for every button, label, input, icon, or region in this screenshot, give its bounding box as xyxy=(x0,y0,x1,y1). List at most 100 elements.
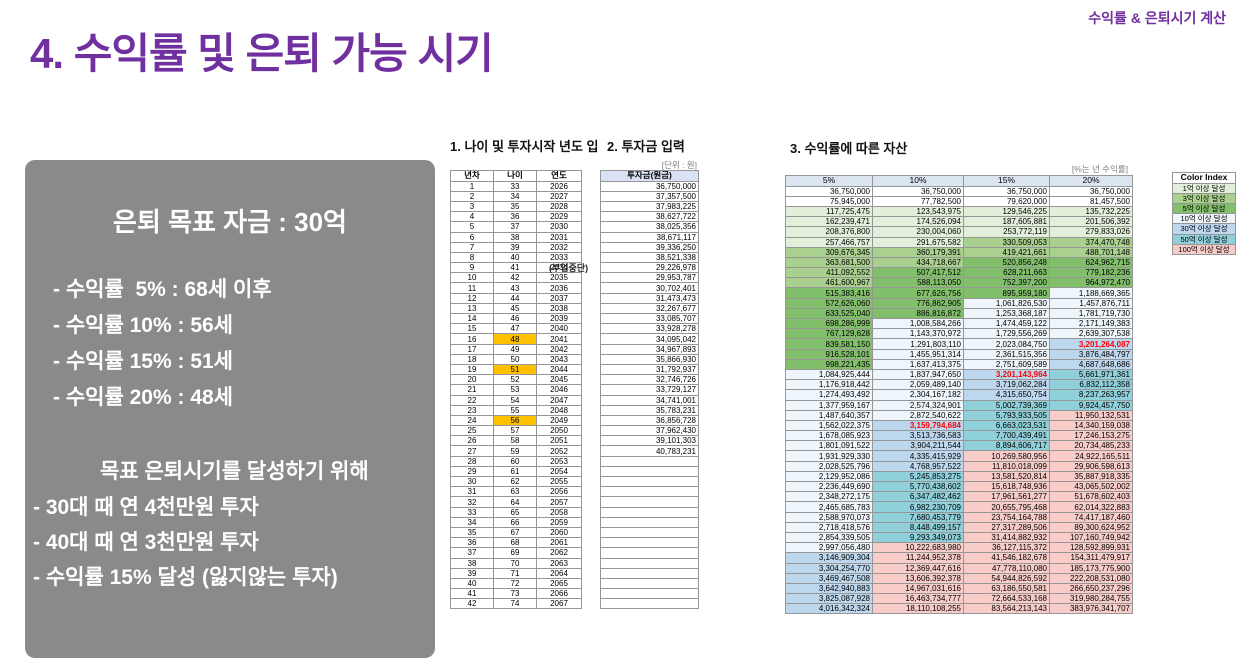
age-table-cell: 15 xyxy=(450,323,494,335)
table-row: 5% 10% 15% 20% xyxy=(785,175,1133,187)
age-table-cell: 59 xyxy=(493,445,537,457)
asset-table-cell: 123,543,975 xyxy=(872,205,964,218)
asset-table-cell: 360,179,391 xyxy=(872,246,964,258)
asset-table-cell: 31,414,882,932 xyxy=(963,531,1050,544)
table-row: 32,746,726 xyxy=(600,374,699,386)
asset-table-cell: 1,377,959,167 xyxy=(785,399,873,411)
asset-table-cell: 434,718,667 xyxy=(872,256,964,269)
asset-table-cell: 4,687,648,686 xyxy=(1049,358,1133,370)
asset-table-cell: 63,186,550,581 xyxy=(963,582,1050,595)
table-row: 3,825,087,928 16,463,734,777 72,664,533,16… xyxy=(785,593,1133,605)
invest-table-cell xyxy=(600,567,699,579)
percent-note: [%는 년 수익률] xyxy=(1071,164,1128,174)
age-table-cell: 2052 xyxy=(536,445,582,457)
invest-table-cell: 32,746,726 xyxy=(600,374,699,386)
table-row: 1,931,929,330 4,335,415,929 10,269,580,956… xyxy=(785,450,1133,462)
asset-table-cell: 1,781,719,730 xyxy=(1049,307,1133,320)
age-table-cell: 71 xyxy=(493,567,537,579)
invest-table-cell: 39,336,250 xyxy=(600,241,699,253)
age-table-cell: 8 xyxy=(450,251,494,264)
goal-heading: 목표 은퇴시기를 달성하기 위해 xyxy=(100,460,369,483)
goal-lines: - 30대 때 연 4천만원 투자 - 40대 때 연 3천만원 투자 - 수익률 … xyxy=(33,490,338,595)
age-table-cell: 14 xyxy=(450,313,494,325)
table-row: 11 43 2036 xyxy=(450,282,582,294)
asset-table-cell: 2,574,324,901 xyxy=(872,399,964,411)
asset-table-cell: 752,397,200 xyxy=(963,277,1050,289)
age-table-cell: 52 xyxy=(493,374,537,386)
asset-table-cell: 1,837,947,650 xyxy=(872,368,964,381)
table-row: 33,085,707 xyxy=(600,313,699,325)
age-table-cell: 72 xyxy=(493,577,537,590)
asset-table-cell: 2,023,084,750 xyxy=(963,338,1050,350)
asset-table-cell: 36,750,000 xyxy=(872,185,964,197)
goal-line: - 30대 때 연 4천만원 투자 xyxy=(33,496,259,519)
age-table-cell: 53 xyxy=(493,384,537,396)
asset-table-cell: 10,222,683,980 xyxy=(872,542,964,554)
table-row: 75,945,000 77,782,500 79,620,000 81,457,500 xyxy=(785,195,1133,207)
asset-table-cell: 2,465,685,783 xyxy=(785,501,873,513)
age-table-cell: 2066 xyxy=(536,588,582,600)
table-row: 1 33 2026 xyxy=(450,180,582,192)
age-table-cell: 23 xyxy=(450,404,494,416)
table-row: 37 69 2062 xyxy=(450,547,582,559)
table-row: 10억 이상 달성 xyxy=(1172,213,1236,225)
age-table-cell: 29 xyxy=(450,465,494,478)
age-table-cell: 2029 xyxy=(536,211,582,223)
asset-table-cell: 624,962,715 xyxy=(1049,256,1133,269)
age-table-cell: 27 xyxy=(450,445,494,457)
age-table-cell: 2026 xyxy=(536,180,582,192)
asset-table-cell: 1,801,091,522 xyxy=(785,440,873,452)
rate-line: - 수익률 20% : 48세 xyxy=(53,386,233,409)
asset-table-cell: 75,945,000 xyxy=(785,195,873,207)
side-job-stop-note: (부업중단) xyxy=(549,263,589,273)
rate-line: - 수익률 5% : 68세 이후 xyxy=(53,278,272,301)
asset-table-cell: 419,421,661 xyxy=(963,246,1050,258)
table-row: 2,348,272,175 6,347,482,462 17,961,561,277… xyxy=(785,491,1133,503)
age-table-cell: 24 xyxy=(450,414,494,427)
table-row: 16 48 2041 xyxy=(450,333,582,345)
asset-table-cell: 187,605,881 xyxy=(963,216,1050,228)
asset-table-cell: 461,600,967 xyxy=(785,277,873,289)
table-row xyxy=(600,598,699,610)
asset-table-cell: 1,008,584,266 xyxy=(872,318,964,330)
age-table-cell: 74 xyxy=(493,598,537,610)
asset-table-cell: 13,606,392,378 xyxy=(872,572,964,584)
invest-table-cell: 35,866,930 xyxy=(600,353,699,365)
table-row: 2,588,970,073 7,680,453,779 23,754,164,788… xyxy=(785,511,1133,523)
asset-table-cell: 677,626,756 xyxy=(872,287,964,299)
table-row: 13 45 2038 xyxy=(450,302,582,315)
age-table-cell: 35 xyxy=(450,526,494,539)
asset-table-cell: 11,950,132,531 xyxy=(1049,409,1133,421)
age-table-cell: 22 xyxy=(450,394,494,406)
asset-table-header: 10% xyxy=(872,175,964,187)
asset-table-cell: 1,188,669,365 xyxy=(1049,287,1133,299)
invest-table-cell: 31,473,473 xyxy=(600,292,699,304)
asset-table-cell: 6,347,482,462 xyxy=(872,491,964,503)
age-table-cell: 2067 xyxy=(536,598,582,610)
age-table-cell: 2054 xyxy=(536,465,582,478)
age-table-cell: 25 xyxy=(450,425,494,437)
age-table-cell: 2061 xyxy=(536,537,582,549)
asset-table-cell: 10,269,580,956 xyxy=(963,450,1050,462)
age-table-cell: 2048 xyxy=(536,404,582,416)
table-row: 3,642,940,883 14,967,031,616 63,186,550,58… xyxy=(785,582,1133,595)
age-table-cell: 1 xyxy=(450,180,494,192)
asset-table-cell: 9,293,349,073 xyxy=(872,531,964,544)
age-table-cell: 2032 xyxy=(536,241,582,253)
age-table-cell: 16 xyxy=(450,333,494,345)
table-row: 37,983,225 xyxy=(600,200,699,213)
asset-table-cell: 3,146,909,304 xyxy=(785,552,873,564)
asset-table-cell: 4,016,342,324 xyxy=(785,603,873,615)
asset-table-cell: 20,734,485,233 xyxy=(1049,440,1133,452)
asset-table-cell: 572,626,060 xyxy=(785,297,873,309)
age-table-cell: 2039 xyxy=(536,313,582,325)
age-table-cell: 20 xyxy=(450,374,494,386)
table-row: 36,856,728 xyxy=(600,414,699,427)
invest-table-cell: 29,953,787 xyxy=(600,272,699,284)
asset-table-cell: 1,143,370,972 xyxy=(872,328,964,340)
age-table-cell: 2055 xyxy=(536,476,582,488)
table-row: 1,084,925,444 1,837,947,650 3,201,143,964 5… xyxy=(785,368,1133,381)
age-table-cell: 58 xyxy=(493,435,537,447)
asset-table-cell: 839,581,150 xyxy=(785,338,873,350)
asset-table-cell: 128,592,899,931 xyxy=(1049,542,1133,554)
